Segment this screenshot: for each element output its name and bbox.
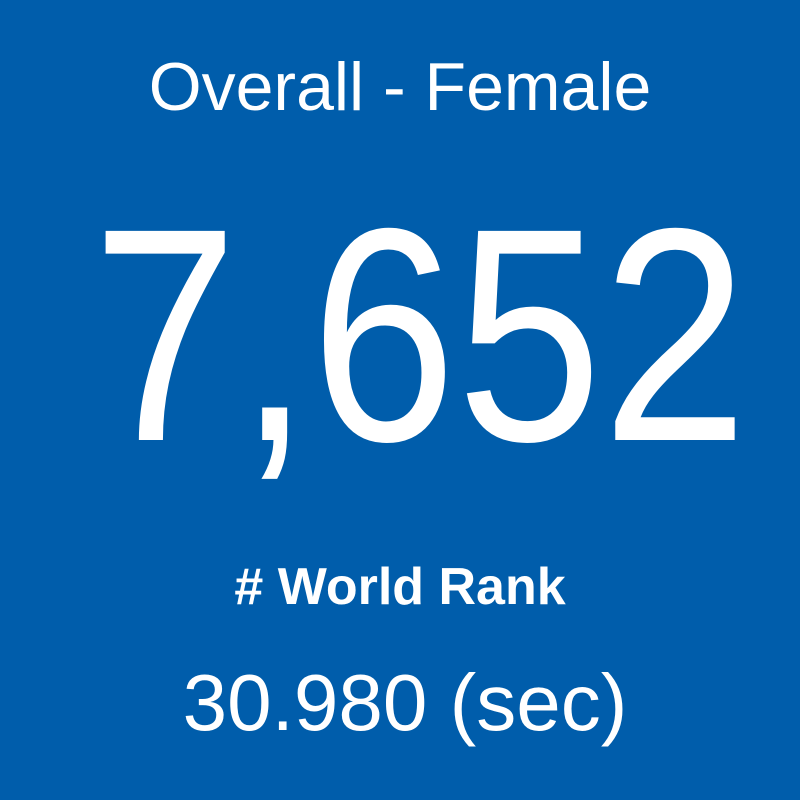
rank-group: 7,652 — [92, 166, 748, 506]
time-value: 30.980 (sec) — [183, 658, 628, 747]
rank-value: 7,652 — [92, 166, 748, 506]
tile-title: Overall - Female — [149, 49, 652, 125]
rank-label: # World Rank — [234, 558, 565, 616]
